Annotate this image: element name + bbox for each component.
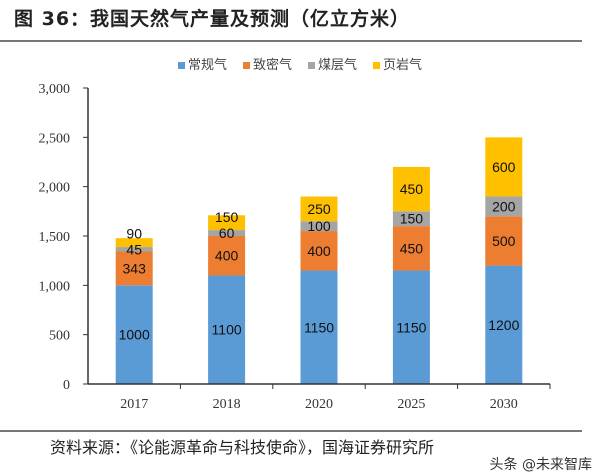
data-label: 450 bbox=[400, 181, 424, 197]
legend: 常规气 致密气 煤层气 页岩气 bbox=[0, 54, 600, 73]
y-tick-label: 500 bbox=[49, 329, 70, 344]
bar-segment bbox=[208, 230, 246, 236]
x-tick-label: 2025 bbox=[397, 397, 425, 412]
bar-segment bbox=[300, 221, 338, 232]
data-label: 450 bbox=[400, 240, 424, 256]
chart: 0 500 1,000 1,500 2,000 2,500 3,000 1000 343 4590… bbox=[39, 82, 551, 412]
data-label: 1000 bbox=[119, 327, 150, 343]
x-tick-label: 2030 bbox=[490, 397, 518, 412]
legend-item: 致密气 bbox=[242, 54, 292, 73]
legend-swatch bbox=[177, 62, 185, 69]
legend-item: 页岩气 bbox=[373, 54, 422, 73]
bar-segment bbox=[392, 166, 430, 212]
legend-label: 煤层气 bbox=[318, 58, 358, 73]
y-tick-label: 3,000 bbox=[39, 82, 71, 97]
legend-item: 煤层气 bbox=[308, 54, 357, 73]
legend-swatch bbox=[308, 62, 315, 69]
y-tick-label: 1,500 bbox=[39, 230, 71, 245]
data-label: 150 bbox=[215, 209, 239, 225]
data-label: 60 bbox=[219, 225, 235, 241]
data-label: 1150 bbox=[396, 319, 426, 335]
data-label: 1100 bbox=[212, 322, 242, 338]
legend-swatch bbox=[373, 62, 381, 69]
data-label: 400 bbox=[215, 248, 239, 264]
x-tick-label: 2017 bbox=[120, 397, 148, 412]
bar-segment bbox=[300, 196, 338, 222]
data-label: 45 bbox=[126, 241, 142, 257]
bar-segment bbox=[485, 265, 523, 384]
data-label: 200 bbox=[492, 198, 516, 214]
legend-label: 页岩气 bbox=[383, 58, 423, 73]
y-tick-label: 1,000 bbox=[39, 279, 71, 294]
data-label: 150 bbox=[400, 211, 424, 227]
bar-segment bbox=[208, 215, 246, 231]
data-label: 1150 bbox=[304, 319, 334, 335]
bar-segment bbox=[485, 216, 523, 266]
data-label: 100 bbox=[307, 218, 331, 234]
bar-segment bbox=[300, 231, 338, 271]
bar-segment bbox=[392, 226, 430, 271]
legend-item: 常规气 bbox=[177, 54, 227, 73]
data-label: 1200 bbox=[488, 317, 519, 333]
legend-label: 常规气 bbox=[187, 58, 227, 73]
bar-segment bbox=[485, 196, 523, 217]
data-label: 500 bbox=[492, 233, 516, 249]
legend-swatch bbox=[242, 62, 250, 69]
bar-segment bbox=[115, 238, 153, 248]
bar-segment bbox=[115, 251, 153, 286]
top-divider bbox=[0, 40, 582, 42]
bar-segment bbox=[485, 137, 523, 197]
bar-segment bbox=[392, 270, 430, 384]
bar-segment bbox=[115, 285, 153, 384]
watermark: 头条 @未来智库 bbox=[489, 457, 592, 473]
bar-segment bbox=[208, 236, 246, 276]
bar-segment bbox=[208, 275, 246, 384]
x-tick-label: 2020 bbox=[305, 397, 333, 412]
data-label: 90 bbox=[126, 225, 142, 241]
chart-title: 图 36：我国天然气产量及预测（亿立方米） bbox=[14, 8, 411, 30]
bar-segment bbox=[115, 247, 153, 252]
x-tick-label: 2018 bbox=[213, 397, 241, 412]
y-tick-label: 0 bbox=[63, 378, 70, 393]
y-tick-label: 2,000 bbox=[39, 181, 71, 196]
y-tick-label: 2,500 bbox=[39, 131, 71, 146]
data-label: 343 bbox=[123, 260, 147, 276]
bar-segment bbox=[300, 270, 338, 384]
legend-label: 致密气 bbox=[252, 58, 292, 73]
data-label: 400 bbox=[307, 243, 331, 259]
data-label: 600 bbox=[492, 159, 516, 175]
bottom-divider bbox=[0, 430, 582, 432]
data-label: 250 bbox=[307, 201, 331, 217]
source-note: 资料来源：《论能源革命与科技使命》，国海证券研究所 bbox=[50, 438, 435, 457]
bar-segment bbox=[392, 211, 430, 227]
